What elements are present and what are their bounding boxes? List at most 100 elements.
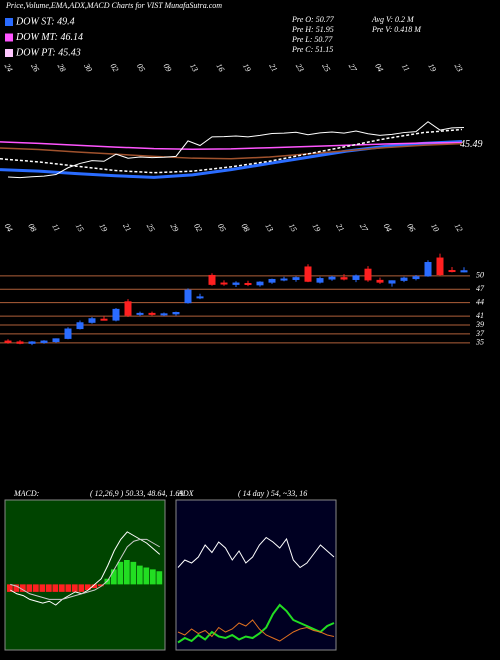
candle-body (352, 275, 360, 280)
macd-bar (65, 584, 72, 592)
macd-bar (20, 584, 26, 592)
candle-body (64, 328, 72, 339)
y-tick-label: 39 (475, 320, 484, 329)
price-tick-label: 45.49 (460, 139, 483, 150)
volume-stat: Avg V: 0.2 M (371, 15, 415, 24)
macd-bar (98, 584, 104, 587)
macd-bar (78, 584, 85, 592)
legend-swatch (5, 49, 13, 57)
candle-body (400, 277, 408, 281)
date-label: 19 (97, 222, 109, 233)
macd-bar (52, 584, 59, 592)
date-label: 23 (294, 62, 306, 73)
date-label: 02 (109, 62, 121, 73)
date-label: 11 (400, 62, 412, 73)
y-tick-label: 50 (476, 271, 484, 280)
macd-bar (143, 567, 150, 585)
macd-bar (26, 584, 33, 592)
candle-body (4, 340, 12, 343)
date-label: 05 (135, 62, 147, 73)
date-label: 13 (188, 62, 200, 73)
macd-bar (7, 584, 13, 592)
date-label: 19 (426, 62, 438, 73)
macd-bar (137, 565, 143, 585)
candle-body (292, 277, 300, 280)
candle-body (448, 270, 456, 273)
macd-bar (91, 584, 98, 589)
y-tick-label: 44 (476, 298, 484, 307)
legend-swatch (5, 18, 13, 26)
macd-bar (13, 584, 20, 592)
candle-body (28, 341, 36, 344)
date-label: 16 (214, 62, 226, 73)
date-label: 12 (453, 222, 465, 233)
moving-average (0, 128, 463, 174)
y-tick-label: 41 (476, 311, 484, 320)
candle-body (148, 312, 156, 315)
price-stat: Pre L: 50.77 (291, 35, 333, 44)
candle-body (220, 282, 228, 285)
candle-body (460, 270, 468, 273)
date-label: 05 (216, 222, 228, 233)
date-label: 21 (121, 222, 133, 233)
candle-body (160, 313, 168, 316)
macd-bar (33, 584, 39, 592)
macd-bar (111, 569, 117, 585)
macd-bar (124, 560, 130, 585)
macd-bar (39, 584, 46, 592)
candle-body (412, 276, 420, 280)
candle-body (196, 296, 204, 299)
macd-bar (46, 584, 52, 592)
macd-line (10, 531, 161, 606)
candle-body (436, 257, 444, 276)
price-stat: Pre C: 51.15 (291, 45, 333, 54)
candle-body (124, 301, 132, 316)
candle-body (376, 279, 384, 283)
candle-body (244, 282, 252, 285)
date-label: 30 (82, 61, 94, 73)
candle-body (268, 278, 276, 283)
moving-average (0, 141, 463, 150)
moving-average (0, 140, 463, 179)
date-label: 04 (373, 62, 385, 73)
date-label: 10 (429, 222, 441, 233)
signal-line (10, 538, 160, 600)
date-label: 28 (56, 62, 68, 73)
candle-body (184, 289, 192, 304)
date-label: 11 (50, 222, 62, 233)
y-tick-label: 35 (475, 338, 484, 347)
macd-bar (156, 571, 163, 585)
date-label: 24 (3, 62, 15, 73)
date-label: 21 (267, 62, 279, 73)
date-label: 21 (334, 222, 346, 233)
candle-body (52, 338, 60, 343)
date-label: 25 (145, 222, 157, 233)
macd-title: MACD: (13, 489, 40, 498)
candle-body (424, 262, 432, 277)
candle-body (88, 318, 96, 323)
date-label: 13 (263, 222, 275, 233)
date-label: 09 (161, 62, 173, 73)
chart-title: Price,Volume,EMA,ADX,MACD Charts for VIS… (5, 1, 222, 10)
candle-body (388, 280, 396, 284)
y-tick-label: 37 (475, 329, 485, 338)
macd-bar (117, 561, 124, 585)
date-label: 08 (26, 222, 38, 233)
moving-average (0, 142, 463, 160)
price-line (7, 121, 465, 179)
macd-bar (150, 569, 156, 585)
date-label: 15 (74, 222, 86, 233)
date-label: 08 (240, 222, 252, 233)
date-label: 04 (382, 222, 394, 233)
candle-body (136, 312, 144, 315)
date-label: 25 (320, 62, 332, 73)
candle-body (316, 278, 324, 283)
date-label: 23 (453, 62, 465, 73)
adx-line (177, 619, 335, 642)
candle-body (340, 277, 348, 280)
candle-body (328, 276, 336, 280)
macd-bar (72, 584, 78, 592)
date-label: 06 (405, 222, 417, 233)
candle-body (100, 318, 108, 321)
